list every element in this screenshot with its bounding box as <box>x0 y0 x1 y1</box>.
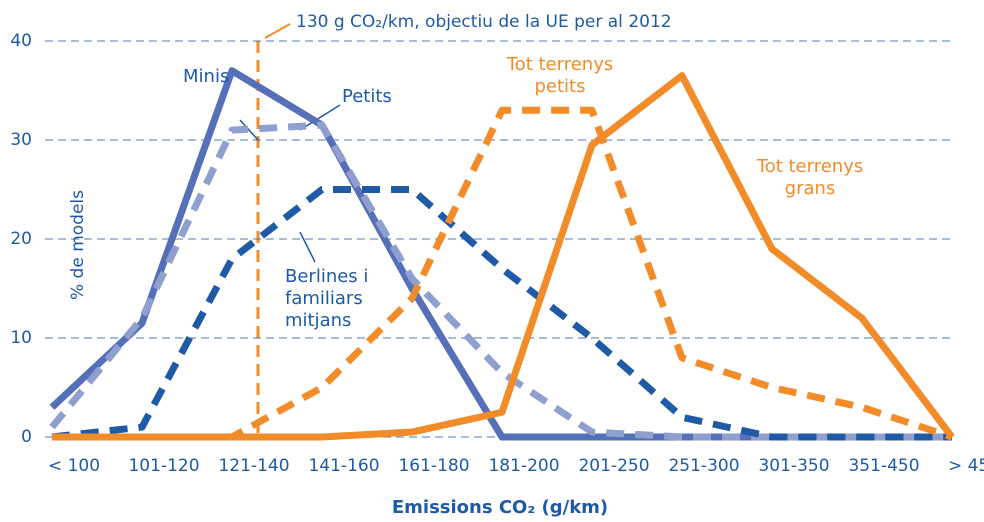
x-tick-label: > 450 <box>948 456 984 476</box>
y-tick-label: 20 <box>10 229 32 249</box>
y-tick-label: 0 <box>21 427 32 447</box>
leader <box>299 231 316 263</box>
y-tick-label: 40 <box>10 31 32 51</box>
y-tick-label: 30 <box>10 130 32 150</box>
leader <box>299 104 341 131</box>
x-axis-label: Emissions CO₂ (g/km) <box>392 497 608 518</box>
x-tick-label: < 100 <box>48 456 100 476</box>
series-label: Tot terrenys petits <box>506 54 614 97</box>
series-line <box>51 186 952 441</box>
x-tick-label: 351-450 <box>848 456 919 476</box>
x-tick-label: 301-350 <box>758 456 829 476</box>
x-tick-label: 251-300 <box>668 456 739 476</box>
series-line <box>52 72 955 441</box>
series-label: Berlines i familiars mitjans <box>285 266 369 331</box>
y-axis-label: % de models <box>68 190 88 300</box>
leader <box>239 119 259 141</box>
series-label: Minis <box>183 66 230 87</box>
annotation-arrow <box>264 23 291 39</box>
y-tick-label: 10 <box>10 328 32 348</box>
x-tick-label: 141-160 <box>308 456 379 476</box>
series-label: Tot terrenys grans <box>756 156 864 199</box>
x-tick-label: 121-140 <box>218 456 289 476</box>
x-tick-label: 181-200 <box>488 456 559 476</box>
series-label: Petits <box>342 86 392 107</box>
x-tick-label: 101-120 <box>128 456 199 476</box>
x-tick-label: 161-180 <box>398 456 469 476</box>
annotation: 130 g CO₂/km, objectiu de la UE per al 2… <box>296 12 672 32</box>
x-tick-label: 201-250 <box>578 456 649 476</box>
series-line <box>49 67 952 441</box>
